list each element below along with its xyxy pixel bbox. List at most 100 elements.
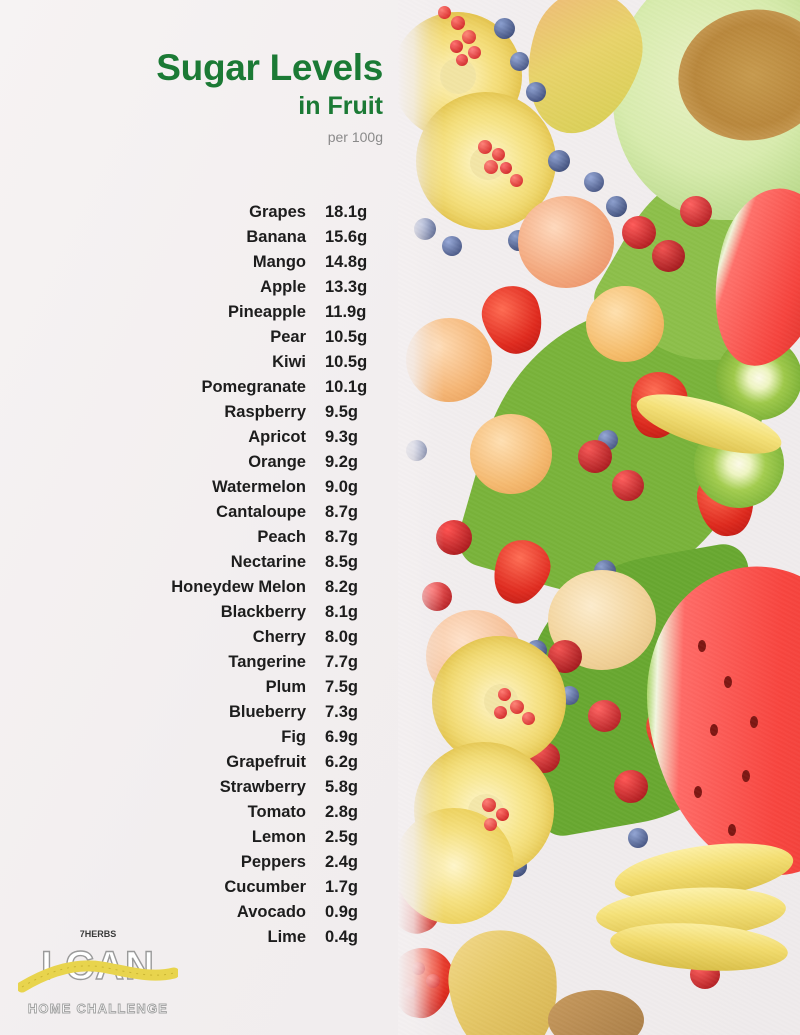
fruit-name: Blueberry <box>228 703 306 721</box>
fruit-name: Mango <box>252 253 306 271</box>
page-subtitle: in Fruit <box>298 92 383 121</box>
list-item: Banana 15.6g <box>0 225 383 250</box>
fruit-name: Cantaloupe <box>216 503 306 521</box>
sugar-value: 9.0g <box>325 478 359 496</box>
sugar-value: 2.4g <box>325 853 359 871</box>
list-item: Cucumber 1.7g <box>0 875 383 900</box>
list-item: Apple 13.3g <box>0 275 383 300</box>
fruit-name: Lime <box>267 928 306 946</box>
sugar-value: 18.1g <box>325 203 368 221</box>
list-item: Tangerine 7.7g <box>0 650 383 675</box>
fruit-name: Tangerine <box>228 653 306 671</box>
sugar-value: 6.2g <box>325 753 359 771</box>
fruit-name: Blackberry <box>220 603 306 621</box>
fruit-name: Pomegranate <box>201 378 306 396</box>
sugar-value: 2.5g <box>325 828 359 846</box>
sugar-value: 0.9g <box>325 903 359 921</box>
poster-heading: Sugar Levels in Fruit per 100g <box>156 47 383 146</box>
list-item: Fig 6.9g <box>0 725 383 750</box>
sugar-value: 9.2g <box>325 453 359 471</box>
fruit-photograph <box>398 0 800 1035</box>
list-item: Apricot 9.3g <box>0 425 383 450</box>
fruit-name: Nectarine <box>230 553 306 571</box>
sugar-value: 13.3g <box>325 278 368 296</box>
fruit-name: Lemon <box>251 828 306 846</box>
page-title: Sugar Levels <box>156 47 383 88</box>
list-item: Orange 9.2g <box>0 450 383 475</box>
sugar-value: 8.7g <box>325 503 359 521</box>
list-item: Lime 0.4g <box>0 925 383 950</box>
fruit-name: Fig <box>281 728 306 746</box>
fruit-name: Strawberry <box>219 778 306 796</box>
list-item: Grapes 18.1g <box>0 200 383 225</box>
list-item: Lemon 2.5g <box>0 825 383 850</box>
list-item: Avocado 0.9g <box>0 900 383 925</box>
sugar-value: 10.5g <box>325 353 368 371</box>
photo-grain-overlay <box>398 0 800 1035</box>
list-item: Grapefruit 6.2g <box>0 750 383 775</box>
sugar-value: 11.9g <box>325 303 367 321</box>
fruit-name: Banana <box>246 228 306 246</box>
fruit-name: Honeydew Melon <box>171 578 306 596</box>
list-item: Peppers 2.4g <box>0 850 383 875</box>
sugar-value: 8.0g <box>325 628 359 646</box>
fruit-name: Apricot <box>248 428 306 446</box>
fruit-name: Pineapple <box>228 303 306 321</box>
sugar-value: 5.8g <box>325 778 359 796</box>
sugar-value: 8.5g <box>325 553 359 571</box>
fruit-name: Grapes <box>249 203 306 221</box>
fruit-name: Plum <box>265 678 306 696</box>
fruit-name: Peach <box>257 528 306 546</box>
list-item: Pear 10.5g <box>0 325 383 350</box>
fruit-name: Apple <box>260 278 306 296</box>
fruit-name: Avocado <box>236 903 306 921</box>
list-item: Cantaloupe 8.7g <box>0 500 383 525</box>
sugar-value: 7.3g <box>325 703 359 721</box>
list-item: Nectarine 8.5g <box>0 550 383 575</box>
sugar-value: 10.5g <box>325 328 368 346</box>
list-item: Raspberry 9.5g <box>0 400 383 425</box>
list-item: Watermelon 9.0g <box>0 475 383 500</box>
list-item: Kiwi 10.5g <box>0 350 383 375</box>
fruit-name: Grapefruit <box>226 753 306 771</box>
unit-note: per 100g <box>327 129 383 146</box>
logo-word-sub: HOME CHALLENGE <box>28 1001 168 1016</box>
sugar-value: 7.7g <box>325 653 359 671</box>
sugar-value: 2.8g <box>325 803 359 821</box>
fruit-name: Tomato <box>247 803 306 821</box>
sugar-levels-list: Grapes 18.1g Banana 15.6g Mango 14.8g Apple 13.… <box>0 200 383 950</box>
text-panel: Sugar Levels in Fruit per 100g Grapes 18.… <box>0 47 383 1016</box>
sugar-value: 8.1g <box>325 603 359 621</box>
logo-artwork: 7HERBS I CAN HOME CHALLENGE <box>18 929 178 1016</box>
sugar-value: 8.2g <box>325 578 359 596</box>
sugar-value: 6.9g <box>325 728 359 746</box>
sugar-value: 1.7g <box>325 878 359 896</box>
sugar-value: 7.5g <box>325 678 359 696</box>
fruit-name: Cucumber <box>224 878 306 896</box>
list-item: Strawberry 5.8g <box>0 775 383 800</box>
fruit-name: Kiwi <box>272 353 306 371</box>
list-item: Blackberry 8.1g <box>0 600 383 625</box>
fruit-name: Orange <box>248 453 306 471</box>
list-item: Blueberry 7.3g <box>0 700 383 725</box>
logo-brand-small: 7HERBS <box>80 929 117 939</box>
list-item: Peach 8.7g <box>0 525 383 550</box>
photo-edge-fade <box>398 0 444 1035</box>
sugar-value: 0.4g <box>325 928 359 946</box>
sugar-value: 8.7g <box>325 528 359 546</box>
list-item: Plum 7.5g <box>0 675 383 700</box>
fruit-name: Peppers <box>240 853 306 871</box>
fruit-name: Raspberry <box>224 403 306 421</box>
list-item: Pomegranate 10.1g <box>0 375 383 400</box>
list-item: Cherry 8.0g <box>0 625 383 650</box>
sugar-value: 14.8g <box>325 253 368 271</box>
fruit-name: Cherry <box>252 628 306 646</box>
fruit-name: Pear <box>270 328 306 346</box>
list-item: Tomato 2.8g <box>0 800 383 825</box>
list-item: Mango 14.8g <box>0 250 383 275</box>
sugar-value: 9.3g <box>325 428 359 446</box>
list-item: Pineapple 11.9g <box>0 300 383 325</box>
measuring-tape-ticks <box>21 965 175 988</box>
sugar-value: 9.5g <box>325 403 359 421</box>
